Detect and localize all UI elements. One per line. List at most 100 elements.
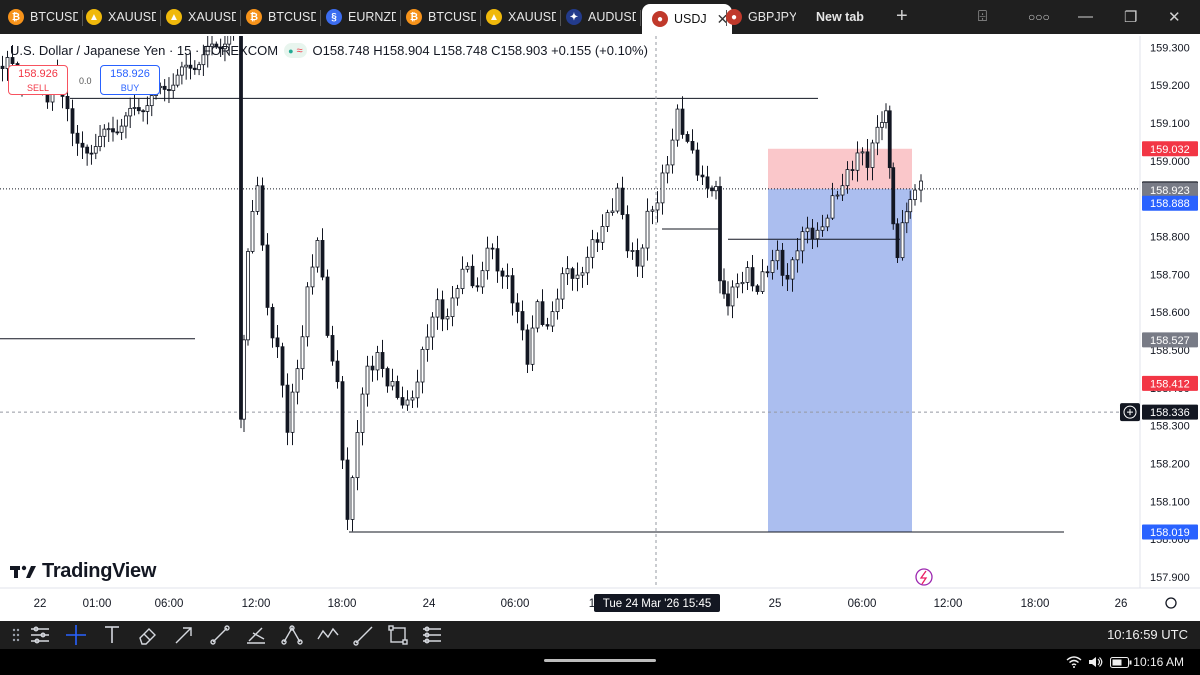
candle-body xyxy=(919,180,923,191)
candle-body xyxy=(790,259,795,280)
path-tool-icon[interactable] xyxy=(316,623,340,647)
candle-body xyxy=(184,64,189,68)
take-profit-zone[interactable] xyxy=(768,188,912,533)
buy-button[interactable]: 158.926 BUY xyxy=(100,65,160,95)
candle-body xyxy=(340,381,345,461)
rectangle-tool-icon[interactable] xyxy=(386,623,410,647)
candle-body xyxy=(884,110,888,123)
tab-xauusd-2[interactable]: ▲ XAUUSD xyxy=(166,3,236,31)
candle-body xyxy=(280,346,285,386)
price-tick-label: 158.700 xyxy=(1150,269,1190,281)
price-label-box xyxy=(1142,182,1198,198)
candle-body xyxy=(500,270,505,277)
utc-clock[interactable]: 10:16:59 UTC xyxy=(1107,627,1188,642)
sell-button[interactable]: 158.926 SELL xyxy=(8,65,68,95)
new-tab-plus-icon[interactable]: + xyxy=(896,5,908,27)
home-indicator[interactable] xyxy=(544,659,656,662)
trend-line-icon[interactable] xyxy=(208,623,232,647)
price-tick-label: 158.200 xyxy=(1150,459,1190,471)
axis-settings-icon[interactable] xyxy=(1165,597,1177,609)
drag-handle-icon[interactable] xyxy=(4,623,28,647)
object-tree-icon[interactable] xyxy=(420,623,444,647)
price-tick-label: 158.600 xyxy=(1150,307,1190,319)
sell-price: 158.926 xyxy=(18,68,58,80)
candle-body xyxy=(510,275,515,304)
tab-usdj-8[interactable]: ● USDJ ✕ xyxy=(642,4,732,34)
candle-body xyxy=(515,302,520,312)
tradingview-icon: § xyxy=(326,9,342,25)
candle-body xyxy=(192,67,197,71)
tab-eurnzd-4[interactable]: § EURNZD xyxy=(326,3,396,31)
candle-body xyxy=(89,152,94,155)
candle-body xyxy=(175,74,180,86)
minimize-icon[interactable]: — xyxy=(1078,8,1093,25)
restore-icon[interactable]: ❐ xyxy=(1124,9,1138,26)
tab-btcusd-5[interactable]: ₿ BTCUSD xyxy=(406,3,476,31)
flag-us-jp-icon: ● xyxy=(652,11,668,27)
text-tool-icon[interactable] xyxy=(100,623,124,647)
ohlc-values: O158.748 H158.904 L158.748 C158.903 +0.1… xyxy=(312,43,648,58)
tab-btcusd-3[interactable]: ₿ BTCUSD xyxy=(246,3,316,31)
candle-body xyxy=(350,477,355,520)
time-tick-label: 26 xyxy=(1115,598,1128,610)
price-tick-label: 158.100 xyxy=(1150,496,1190,508)
arrow-tool-icon[interactable] xyxy=(172,623,196,647)
candle-body xyxy=(475,285,480,288)
buy-price: 158.926 xyxy=(110,68,150,80)
candle-body xyxy=(490,247,495,250)
candle-body xyxy=(645,210,650,249)
symbol-title[interactable]: U.S. Dollar / Japanese Yen · 15 · FOREXC… xyxy=(10,43,279,58)
candle-body xyxy=(745,267,750,283)
tab-new-tab-10[interactable]: New tab xyxy=(806,3,886,31)
gold-icon: ▲ xyxy=(486,9,502,25)
candle-body xyxy=(650,209,655,212)
flash-bolt xyxy=(919,570,928,585)
candle-body xyxy=(605,212,610,227)
tab-xauusd-1[interactable]: ▲ XAUUSD xyxy=(86,3,156,31)
indicators-icon[interactable] xyxy=(28,623,52,647)
candle-body xyxy=(805,227,810,233)
candle-body xyxy=(460,268,465,290)
fib-tool-icon[interactable] xyxy=(244,623,268,647)
price-chart[interactable]: 159.300159.200159.100159.000158.900158.8… xyxy=(0,36,1200,619)
tab-gbpjpy-9[interactable]: ● GBPJPY xyxy=(726,3,796,31)
candle-body xyxy=(825,217,830,228)
candle-body xyxy=(700,174,705,178)
tab-actions-icon[interactable]: ⌹ xyxy=(978,8,988,25)
tab-label: New tab xyxy=(816,10,864,24)
candle-body xyxy=(625,214,630,252)
pattern-tool-icon[interactable] xyxy=(280,623,304,647)
candle-body xyxy=(615,187,620,212)
candle-body xyxy=(390,381,395,387)
gold-icon: ▲ xyxy=(86,9,102,25)
close-window-icon[interactable]: ✕ xyxy=(1168,9,1181,26)
flash-signal-icon[interactable] xyxy=(915,568,933,586)
tradingview-logo: TradingView xyxy=(10,560,156,583)
candle-body xyxy=(450,297,455,318)
candle-body xyxy=(315,240,320,268)
candle-body xyxy=(270,307,275,339)
price-tick-label: 158.800 xyxy=(1150,232,1190,244)
tab-btcusd-0[interactable]: ₿ BTCUSD xyxy=(8,3,78,31)
candle-body xyxy=(610,210,615,213)
tab-label: BTCUSD xyxy=(268,10,316,24)
candle-body xyxy=(891,167,896,225)
price-label-box xyxy=(1142,141,1198,157)
candle-body xyxy=(580,272,585,276)
time-tick-label: 25 xyxy=(769,598,782,610)
tab-label: BTCUSD xyxy=(428,10,476,24)
close-tab-icon[interactable]: ✕ xyxy=(716,10,729,27)
candle-body xyxy=(680,108,685,135)
crosshair-icon[interactable] xyxy=(64,623,88,647)
tab-audusd-7[interactable]: ✦ AUDUSD xyxy=(566,3,636,31)
market-status-badge[interactable]: ● ≈ xyxy=(284,43,307,58)
candle-body xyxy=(880,122,884,128)
price-label-box xyxy=(1142,195,1198,211)
ray-tool-icon[interactable] xyxy=(352,623,376,647)
tab-xauusd-6[interactable]: ▲ XAUUSD xyxy=(486,3,556,31)
tab-label: USDJ xyxy=(674,12,707,26)
more-icon[interactable]: ○○○ xyxy=(1028,10,1050,24)
candle-body xyxy=(765,271,770,274)
eraser-icon[interactable] xyxy=(136,623,160,647)
candle-body xyxy=(655,202,660,211)
